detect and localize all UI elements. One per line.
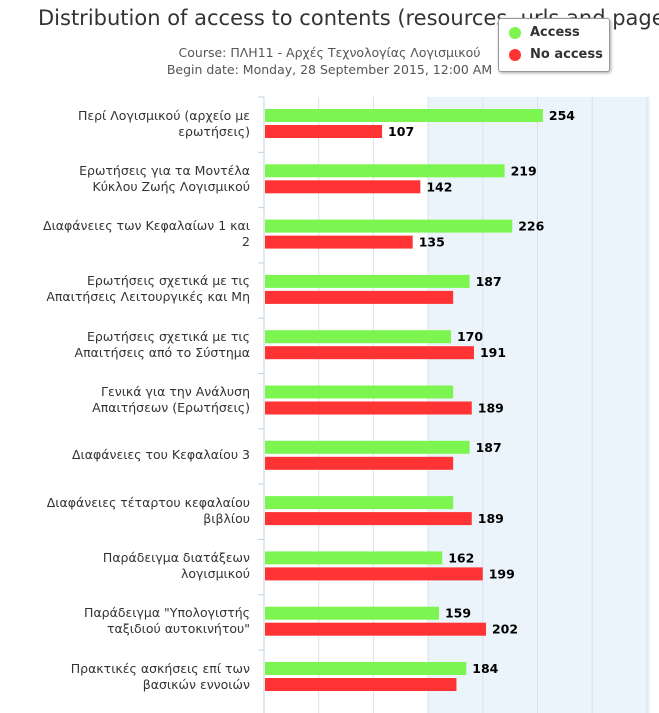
- bar-access[interactable]: [265, 662, 467, 675]
- bar-no-access[interactable]: [265, 567, 483, 581]
- bar-access[interactable]: [265, 385, 454, 399]
- bar-no-access[interactable]: [265, 180, 421, 194]
- data-label: 142: [426, 179, 452, 194]
- category-label: Πρακτικές ασκήσεις επί των βασικών εννοι…: [70, 660, 250, 692]
- legend-swatch-access: [509, 26, 521, 39]
- bar-access[interactable]: [265, 219, 513, 233]
- bar-no-access[interactable]: [265, 125, 383, 138]
- bar-no-access[interactable]: [265, 346, 474, 360]
- bar-no-access[interactable]: [265, 235, 413, 249]
- bar-series: [265, 109, 543, 691]
- data-label: 202: [492, 622, 518, 637]
- data-label: 162: [448, 550, 474, 565]
- data-label: 219: [511, 163, 537, 178]
- legend-label-no-access: No access: [530, 47, 603, 62]
- data-label: 107: [388, 124, 414, 139]
- bar-no-access[interactable]: [265, 678, 457, 691]
- category-label: Παράδειγμα "Υπολογιστής ταξιδιού αυτοκιν…: [84, 605, 250, 637]
- category-label: Διαφάνειες τέταρτου κεφαλαίου βιβλίου: [46, 494, 250, 526]
- bar-access[interactable]: [265, 109, 543, 122]
- data-label: 135: [419, 235, 445, 250]
- legend-swatch-no-access: [509, 48, 521, 61]
- bar-access[interactable]: [265, 551, 443, 565]
- chart-subtitle-date: Begin date: Monday, 28 September 2015, 1…: [166, 62, 493, 77]
- data-label: 187: [476, 440, 502, 455]
- category-label: Ερωτήσεις σχετικά με τις Απαιτήσεις από …: [74, 328, 250, 360]
- category-label: Γενικά για την Ανάλυση Απαιτήσεων (Ερωτή…: [92, 384, 250, 415]
- category-label: Παράδειγμα διατάξεων λογισμικού: [102, 549, 250, 581]
- data-label: 226: [518, 219, 544, 234]
- data-label: 199: [489, 566, 515, 581]
- bar-no-access[interactable]: [265, 622, 486, 636]
- data-label: 254: [549, 108, 575, 123]
- category-axis-ticks: [258, 96, 264, 651]
- bar-access[interactable]: [265, 606, 439, 620]
- data-label: 170: [457, 329, 483, 344]
- category-label: Περί Λογισμικού (αρχείο με ερωτήσεις): [77, 107, 250, 139]
- bar-access[interactable]: [265, 330, 451, 344]
- data-label: 159: [445, 606, 471, 621]
- data-label: 184: [472, 661, 498, 676]
- legend-item-access[interactable]: Access: [509, 25, 580, 40]
- legend-item-no-access[interactable]: No access: [509, 47, 603, 62]
- bar-no-access[interactable]: [265, 290, 454, 304]
- category-label: Διαφάνειες των Κεφαλαίων 1 και 2: [43, 218, 250, 250]
- data-label: 187: [476, 274, 502, 289]
- bar-access[interactable]: [265, 496, 454, 510]
- chart-subtitle-course: Course: ΠΛΗ11 - Αρχές Τεχνολογίας Λογισμ…: [178, 45, 481, 60]
- legend-label-access: Access: [530, 25, 580, 40]
- bar-access[interactable]: [265, 164, 505, 178]
- category-label: Διαφάνειες του Κεφαλαίου 3: [71, 447, 250, 463]
- category-label: Ερωτήσεις σχετικά με τις Απαιτήσεις Λειτ…: [46, 273, 250, 305]
- data-label: 189: [478, 511, 504, 526]
- bar-no-access[interactable]: [265, 401, 472, 415]
- bar-no-access[interactable]: [265, 512, 472, 526]
- bar-access[interactable]: [265, 274, 470, 288]
- chart-legend[interactable]: Access No access: [498, 18, 610, 72]
- bar-no-access[interactable]: [265, 456, 454, 470]
- bar-access[interactable]: [265, 440, 470, 454]
- category-label: Ερωτήσεις για τα Μοντέλα Κύκλου Ζωής Λογ…: [79, 162, 250, 194]
- data-label: 191: [480, 345, 506, 360]
- data-label: 189: [478, 401, 504, 416]
